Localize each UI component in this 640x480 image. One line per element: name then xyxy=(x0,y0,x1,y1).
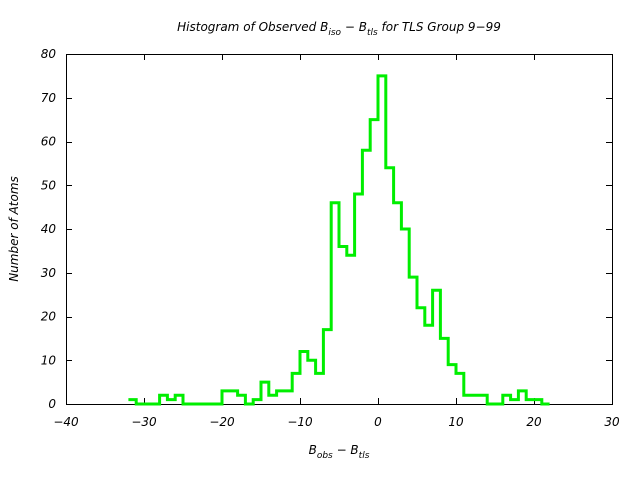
x-tick-label: 30 xyxy=(604,415,620,429)
y-axis-label: Number of Atoms xyxy=(7,176,21,282)
y-tick-label: 20 xyxy=(41,310,57,324)
y-tick-label: 60 xyxy=(41,135,57,149)
y-tick-label: 50 xyxy=(41,178,57,192)
tick-labels: −40 −30 −20 −10 0 10 20 30 0 10 20 30 40 50 60 70 80 xyxy=(41,47,620,429)
x-tick-label: −40 xyxy=(53,415,79,429)
x-tick-label: −10 xyxy=(287,415,313,429)
x-tick-label: 20 xyxy=(526,415,542,429)
x-tick-label: 10 xyxy=(448,415,464,429)
chart-title: Histogram of Observed Biso − Btls for TL… xyxy=(177,20,501,38)
y-tick-label: 30 xyxy=(41,266,57,280)
x-tick-label: −20 xyxy=(209,415,235,429)
y-tick-label: 40 xyxy=(41,222,57,236)
plot-frame xyxy=(66,54,613,405)
y-tick-label: 10 xyxy=(41,353,57,367)
histogram-series-line xyxy=(128,74,550,406)
x-axis-label: Bobs − Btls xyxy=(309,443,370,461)
y-tick-label: 80 xyxy=(41,47,57,61)
y-tick-label: 70 xyxy=(41,91,57,105)
y-tick-label: 0 xyxy=(48,397,56,411)
x-tick-label: −30 xyxy=(131,415,157,429)
x-tick-label: 0 xyxy=(374,415,382,429)
